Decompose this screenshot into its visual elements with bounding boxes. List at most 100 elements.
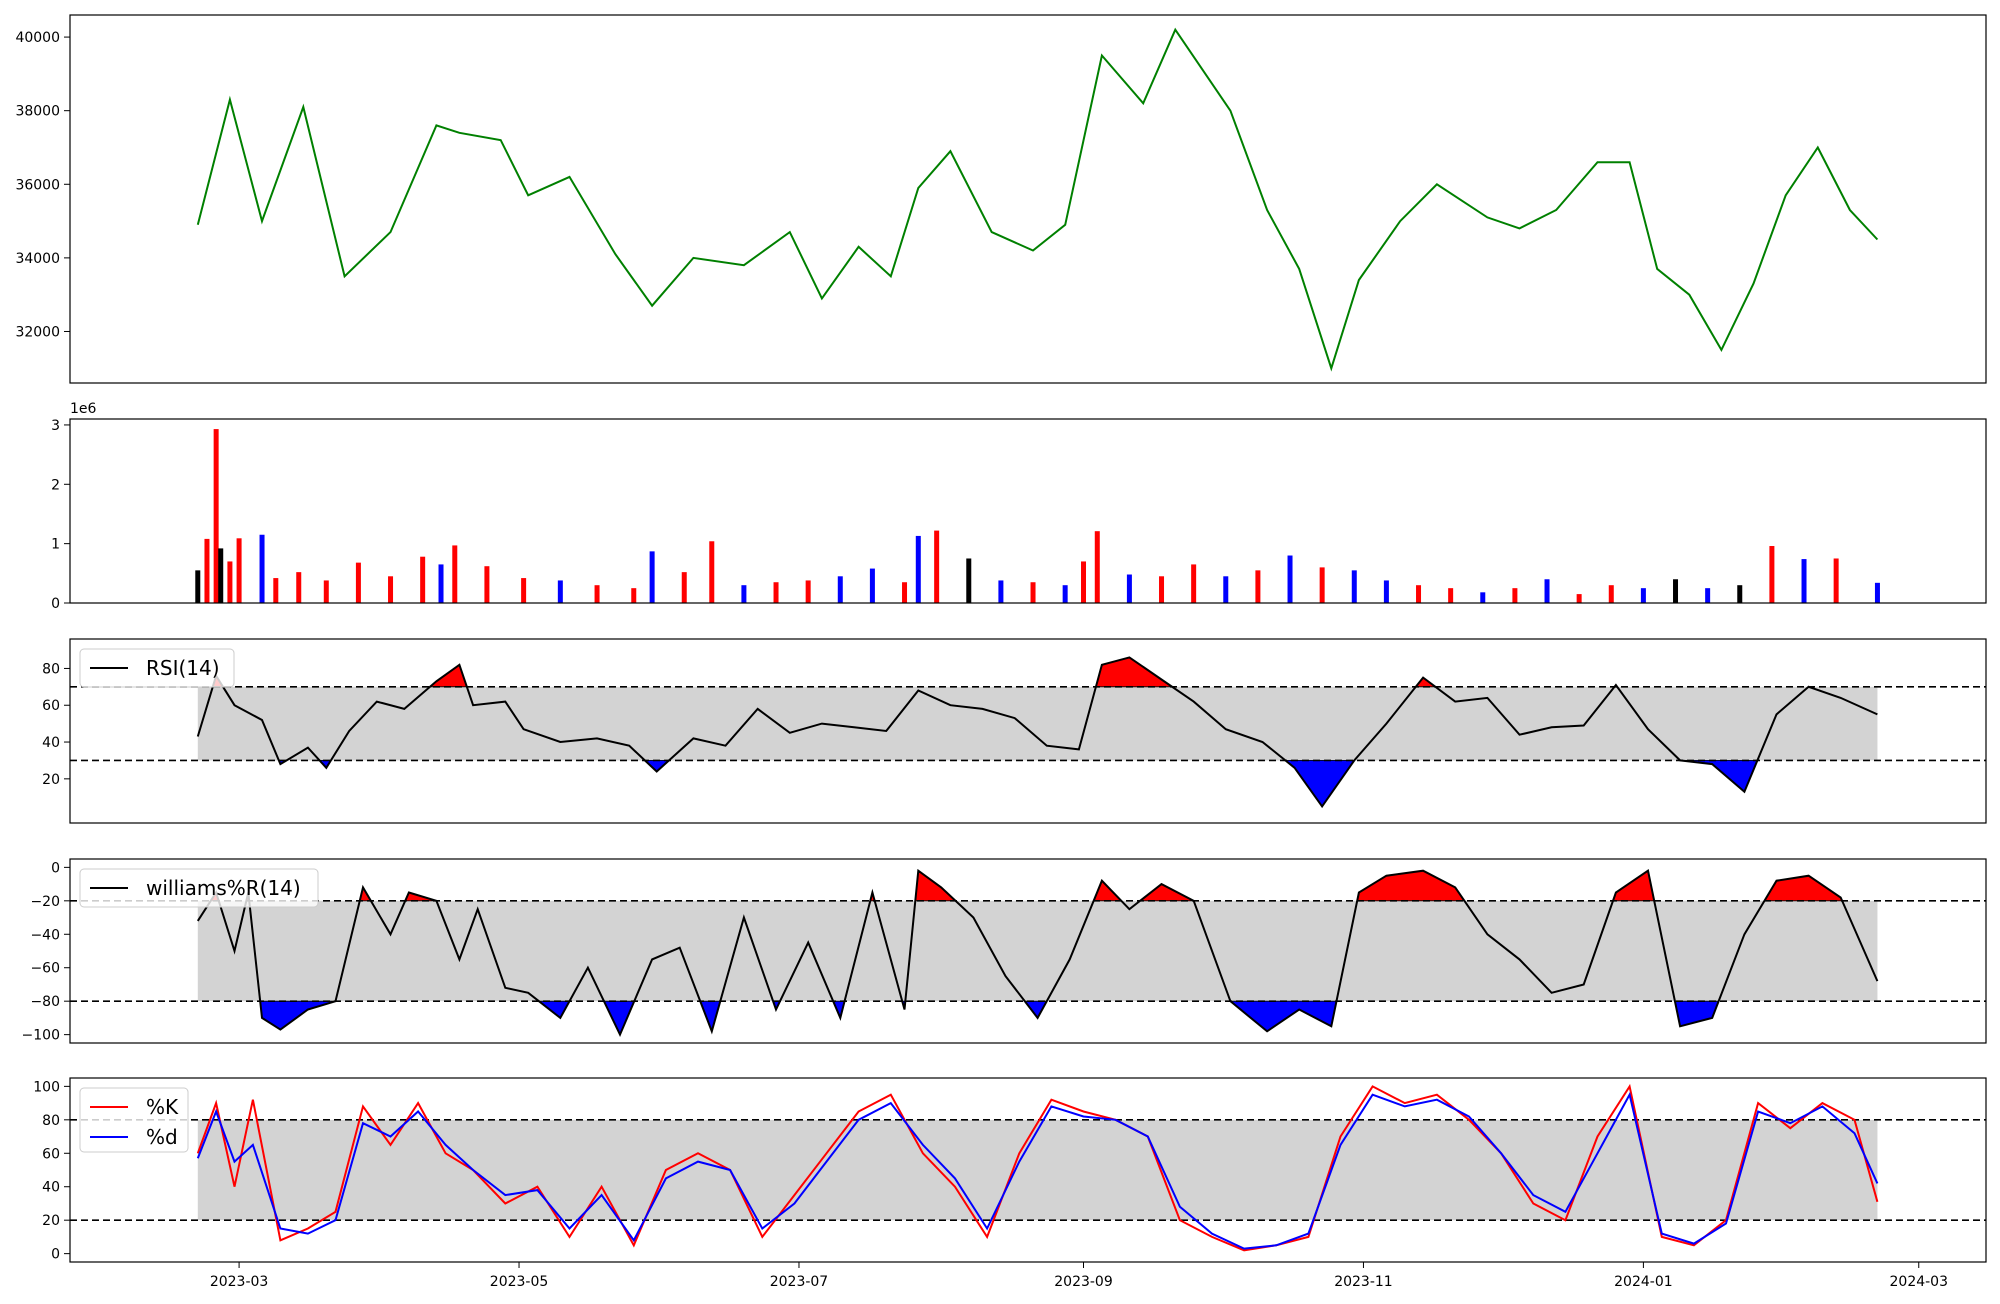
volume-bar bbox=[649, 551, 655, 603]
rsi-oversold-fill bbox=[1284, 760, 1356, 808]
volume-panel: 0 1 2 3 1e6 bbox=[51, 401, 1987, 612]
volume-bar bbox=[1448, 588, 1454, 603]
volume-bar bbox=[1737, 585, 1743, 603]
williams-frame bbox=[69, 858, 1987, 1044]
volume-ytick-label: 1 bbox=[51, 537, 60, 553]
volume-bar bbox=[1705, 588, 1711, 603]
price-ytick-label: 40000 bbox=[15, 30, 60, 46]
volume-bar bbox=[915, 535, 921, 603]
williams-r-panel: −100 −80 −60 −40 −20 0 williams%R(14) bbox=[22, 858, 1987, 1044]
volume-bar bbox=[1874, 582, 1880, 603]
volume-bar bbox=[236, 538, 242, 603]
williams-ytick-label: −20 bbox=[30, 894, 60, 910]
volume-bar bbox=[1640, 588, 1646, 603]
williams-oversold-fill bbox=[1229, 1000, 1337, 1032]
volume-bar bbox=[204, 538, 210, 603]
volume-bar bbox=[631, 588, 637, 603]
williams-overbought-fill bbox=[1763, 875, 1843, 902]
stochastic-ytick-label: 100 bbox=[33, 1079, 60, 1095]
volume-bar bbox=[1608, 585, 1614, 603]
volume-bar bbox=[1544, 579, 1550, 603]
rsi-band-fill bbox=[197, 686, 1878, 761]
volume-bar bbox=[1094, 531, 1100, 603]
x-tick-label: 2023-11 bbox=[1334, 1274, 1393, 1290]
rsi-legend-box bbox=[79, 648, 235, 688]
volume-bar bbox=[1287, 555, 1293, 603]
volume-bar bbox=[1416, 585, 1422, 603]
volume-bar bbox=[998, 580, 1004, 603]
x-tick-label: 2023-07 bbox=[770, 1274, 829, 1290]
x-tick-label: 2023-03 bbox=[210, 1274, 269, 1290]
volume-bar bbox=[1126, 574, 1132, 603]
x-tick-label: 2023-09 bbox=[1054, 1274, 1113, 1290]
volume-bar bbox=[837, 576, 843, 603]
volume-bar bbox=[966, 558, 972, 603]
volume-bar bbox=[355, 562, 361, 603]
volume-bar bbox=[934, 530, 940, 603]
williams-legend-box bbox=[79, 868, 319, 908]
volume-bar bbox=[195, 570, 201, 603]
volume-bar bbox=[1673, 579, 1679, 603]
stochastic-ytick-label: 40 bbox=[42, 1180, 60, 1196]
volume-bar bbox=[1223, 576, 1229, 603]
volume-bar bbox=[227, 561, 233, 603]
volume-bar bbox=[869, 568, 875, 603]
volume-bar bbox=[259, 534, 265, 603]
volume-bar bbox=[741, 585, 747, 603]
williams-oversold-fill bbox=[603, 1000, 635, 1036]
stochastic-band-fill bbox=[197, 1119, 1878, 1221]
volume-bar bbox=[1159, 576, 1165, 603]
rsi-ytick-label: 40 bbox=[42, 735, 60, 751]
williams-legend-label: williams%R(14) bbox=[146, 876, 301, 900]
stochastic-ytick-label: 0 bbox=[51, 1247, 60, 1263]
volume-ytick-label: 2 bbox=[51, 477, 60, 493]
price-frame bbox=[69, 14, 1987, 384]
volume-bar bbox=[438, 564, 444, 603]
williams-ytick-label: −80 bbox=[30, 994, 60, 1010]
volume-bar bbox=[1081, 561, 1087, 603]
volume-bar bbox=[557, 580, 563, 603]
price-ytick-label: 34000 bbox=[15, 251, 60, 267]
volume-bar bbox=[805, 580, 811, 603]
stochastic-ytick-label: 60 bbox=[42, 1146, 60, 1162]
volume-bar bbox=[681, 572, 687, 603]
rsi-panel: 20 40 60 80 RSI(14) bbox=[42, 638, 1987, 824]
price-panel: 32000 34000 36000 38000 40000 bbox=[15, 14, 1987, 384]
stochastic-legend-label: %K bbox=[146, 1095, 179, 1119]
volume-bar bbox=[218, 548, 224, 603]
volume-bar bbox=[323, 580, 329, 603]
x-tick-label: 2024-03 bbox=[1890, 1274, 1949, 1290]
volume-bar bbox=[1480, 592, 1486, 603]
volume-frame bbox=[69, 418, 1987, 604]
volume-bar bbox=[1576, 594, 1582, 603]
stochastic-panel: 0 20 40 60 80 100 %K %d 2023-03 2023-05 2023-07 202… bbox=[33, 1077, 1987, 1290]
price-ytick-label: 32000 bbox=[15, 324, 60, 340]
volume-bar bbox=[1319, 567, 1325, 603]
rsi-legend-label: RSI(14) bbox=[146, 656, 220, 680]
williams-ytick-label: 0 bbox=[51, 860, 60, 876]
rsi-ytick-label: 20 bbox=[42, 772, 60, 788]
volume-bar bbox=[1351, 570, 1357, 603]
x-tick-label: 2023-05 bbox=[490, 1274, 549, 1290]
volume-ytick-label: 0 bbox=[51, 596, 60, 612]
volume-bar bbox=[1062, 585, 1068, 603]
williams-band-fill bbox=[197, 900, 1878, 1002]
volume-offset-label: 1e6 bbox=[70, 401, 97, 417]
stochastic-series-d bbox=[196, 1091, 1879, 1250]
volume-bar bbox=[1030, 582, 1036, 603]
volume-bar bbox=[296, 572, 302, 603]
williams-overbought-fill bbox=[1356, 870, 1466, 902]
volume-bar bbox=[594, 585, 600, 603]
volume-bar bbox=[709, 541, 715, 603]
stochastic-legend-label: %d bbox=[146, 1125, 178, 1149]
volume-bar bbox=[1191, 564, 1197, 603]
volume-bar bbox=[1801, 559, 1807, 603]
volume-bar bbox=[452, 545, 458, 603]
williams-ytick-label: −60 bbox=[30, 961, 60, 977]
volume-bar bbox=[388, 576, 394, 603]
x-tick-label: 2024-01 bbox=[1614, 1274, 1673, 1290]
rsi-line bbox=[196, 656, 1878, 809]
volume-bar bbox=[521, 578, 527, 603]
stochastic-ytick-label: 20 bbox=[42, 1213, 60, 1229]
